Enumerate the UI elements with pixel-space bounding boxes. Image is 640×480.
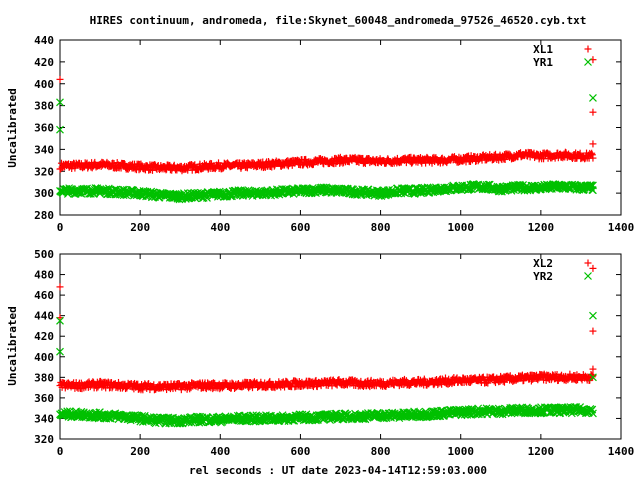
data-point-yr2 [589, 311, 597, 320]
top-axis-ticks: 0 200 400 600 800 1000 1200 1400 280 300 320 340 360… [34, 34, 634, 234]
bottom-y-axis-label: Uncalibrated [6, 306, 19, 385]
y-tick-label: 340 [34, 143, 54, 156]
data-point-xl1 [236, 162, 244, 170]
data-point-xl1 [422, 159, 430, 167]
bottom-panel: Uncalibrated XL2 YR2 0 200 400 600 800 1000 12… [6, 248, 634, 458]
x-tick-label: 1200 [528, 221, 555, 234]
x-tick-label: 0 [57, 445, 64, 458]
y-tick-label: 360 [34, 122, 54, 135]
y-tick-label: 440 [34, 34, 54, 47]
data-point-xl1 [337, 156, 344, 164]
data-point-xl2 [589, 264, 597, 272]
top-legend-label-yr1: YR1 [533, 56, 553, 69]
data-point-xl1 [216, 162, 224, 170]
data-point-xl1 [116, 162, 124, 170]
data-point-xl1 [276, 160, 284, 168]
y-tick-label: 340 [34, 412, 54, 425]
y-tick-label: 320 [34, 165, 54, 178]
data-point-xl1 [316, 157, 324, 165]
y-tick-label: 460 [34, 289, 54, 302]
data-point-xl1 [497, 153, 505, 161]
x-tick-label: 1400 [608, 221, 635, 234]
data-point-xl1 [577, 152, 585, 160]
data-point-xl1 [588, 149, 596, 157]
data-point-xl2 [56, 283, 64, 291]
data-point-yr1 [589, 94, 597, 102]
data-point-xl1 [537, 152, 545, 160]
data-point-xl1 [76, 162, 84, 170]
data-point-xl1 [437, 156, 445, 164]
bottom-legend-label-xl2: XL2 [533, 257, 553, 270]
data-point-xl1 [417, 156, 425, 164]
y-tick-label: 300 [34, 187, 54, 200]
data-point-xl1 [176, 164, 184, 172]
x-tick-label: 600 [290, 221, 310, 234]
data-point-xl1 [589, 140, 597, 148]
y-tick-label: 420 [34, 330, 54, 343]
data-point-xl1 [501, 155, 509, 163]
x-tick-label: 1000 [447, 445, 474, 458]
x-tick-label: 600 [290, 445, 310, 458]
data-point-xl1 [517, 151, 525, 159]
data-point-xl1 [397, 156, 405, 164]
y-tick-label: 360 [34, 392, 54, 405]
data-point-xl1 [196, 163, 204, 171]
x-tick-label: 1000 [447, 221, 474, 234]
data-point-xl1 [357, 156, 365, 164]
data-point-xl1 [361, 159, 369, 167]
data-point-xl1 [296, 159, 304, 166]
y-tick-label: 500 [34, 248, 54, 261]
x-tick-label: 800 [371, 445, 391, 458]
y-tick-label: 380 [34, 100, 54, 113]
x-tick-label: 400 [210, 445, 230, 458]
y-tick-label: 480 [34, 269, 54, 282]
data-point-xl1 [136, 163, 144, 171]
y-tick-label: 320 [34, 433, 54, 446]
top-data-marks [56, 45, 597, 204]
bottom-legend-label-yr2: YR2 [533, 270, 553, 283]
top-y-axis-label: Uncalibrated [6, 88, 19, 167]
data-point-xl1 [56, 75, 64, 83]
top-legend-label-xl1: XL1 [533, 43, 553, 56]
data-point-xl1 [589, 108, 597, 116]
legend-marker-yr2 [584, 272, 592, 280]
data-point-xl1 [477, 154, 485, 162]
data-point-xl1 [120, 160, 128, 168]
data-point-xl1 [56, 165, 64, 173]
y-tick-label: 400 [34, 351, 54, 364]
data-point-xl1 [557, 151, 565, 159]
y-tick-label: 420 [34, 56, 54, 69]
y-tick-label: 440 [34, 310, 54, 323]
data-point-xl1 [256, 161, 264, 169]
x-tick-label: 200 [130, 445, 150, 458]
top-panel: Uncalibrated XL1 YR1 0 200 400 600 800 1000 12… [6, 34, 634, 234]
data-point-xl1 [588, 151, 596, 159]
x-tick-label: 200 [130, 221, 150, 234]
data-point-xl1 [377, 157, 385, 165]
y-tick-label: 400 [34, 78, 54, 91]
x-tick-label: 0 [57, 221, 64, 234]
x-tick-label: 1400 [608, 445, 635, 458]
data-point-xl2 [589, 327, 597, 335]
x-tick-label: 400 [210, 221, 230, 234]
figure-title: HIRES continuum, andromeda, file:Skynet_… [90, 14, 587, 27]
data-point-xl1 [156, 164, 164, 172]
data-point-xl1 [96, 161, 104, 169]
y-tick-label: 380 [34, 371, 54, 384]
bottom-data-marks [56, 259, 597, 428]
y-tick-label: 280 [34, 209, 54, 222]
legend-marker-xl2 [584, 259, 592, 267]
data-point-xl1 [589, 154, 597, 162]
x-tick-label: 1200 [528, 445, 555, 458]
x-axis-label: rel seconds : UT date 2023-04-14T12:59:0… [189, 464, 487, 477]
legend-marker-xl1 [584, 45, 592, 53]
data-point-xl1 [457, 155, 465, 163]
legend-marker-yr1 [584, 58, 592, 66]
data-point-xl1 [148, 166, 156, 174]
x-tick-label: 800 [371, 221, 391, 234]
